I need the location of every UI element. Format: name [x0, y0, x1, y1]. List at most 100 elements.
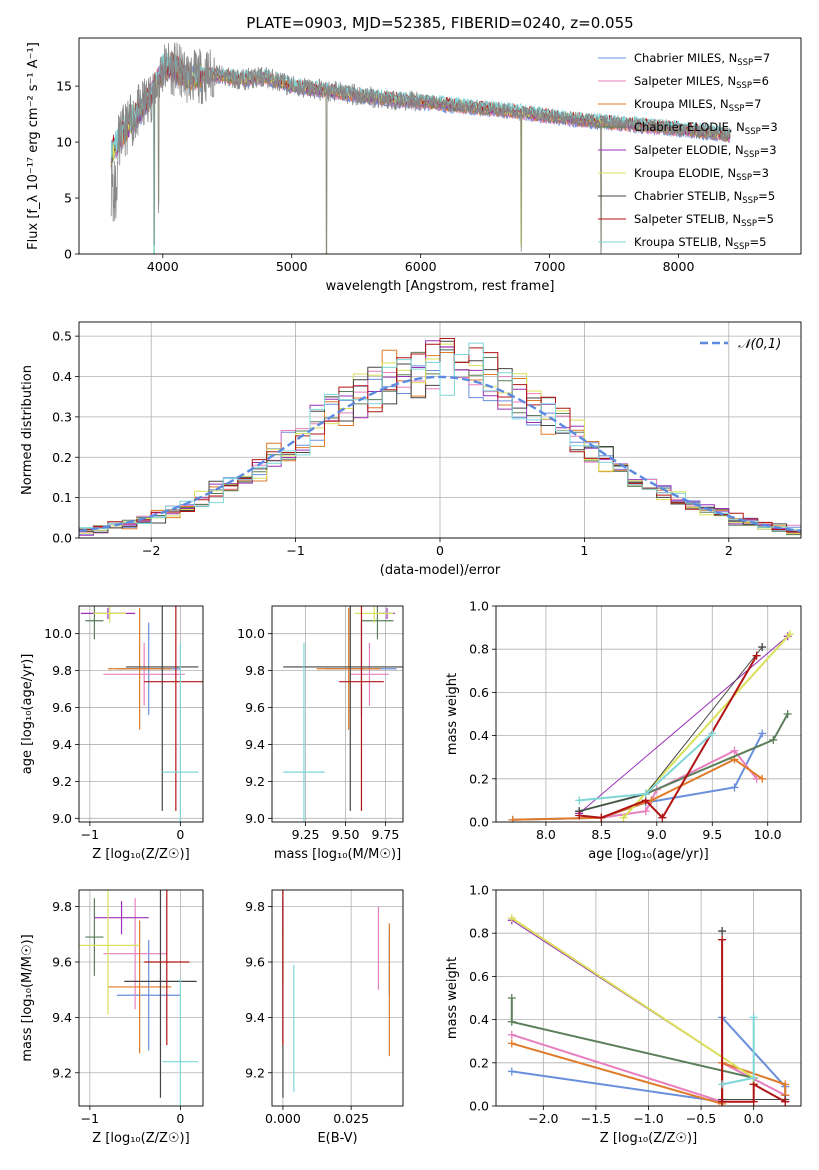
legend-nssp: 3	[770, 120, 777, 134]
legend-nssp: 5	[768, 189, 775, 203]
y-tick-label: 9.6	[52, 955, 72, 970]
legend-n-text: , N	[729, 120, 745, 134]
legend-model-name: Kroupa STELIB	[634, 235, 718, 249]
legend-eq: =	[760, 143, 770, 157]
y-tick-label: 10.0	[44, 626, 72, 641]
mass-weight-series	[579, 655, 758, 820]
axes-frame	[78, 605, 204, 823]
x-tick-label: 9.50	[332, 827, 360, 842]
y-tick-label: 0.0	[469, 815, 489, 830]
mass-weight-marker	[749, 1013, 758, 1022]
y-tick-label: 1.0	[469, 883, 489, 898]
mass-weight-marker	[507, 1039, 516, 1048]
chart-residuals: −2 −1 0 1 2 0.0 0.1 0.2 0.3 0.4 0.5 (data-model)/er…	[20, 321, 802, 578]
y-tick-label: 0.0	[52, 531, 72, 546]
mass-weight-marker	[752, 651, 761, 660]
legend-model-name: Chabrier STELIB	[634, 189, 726, 203]
x-tick-label: 0	[176, 827, 184, 842]
legend-subscript: SSP	[745, 127, 761, 137]
legend-model-name: Kroupa ELODIE	[634, 166, 720, 180]
legend-nssp: 3	[762, 166, 769, 180]
mass-weight-marker	[758, 774, 767, 783]
legend-eq: =	[753, 51, 763, 65]
x-tick-label: −0.5	[686, 1111, 716, 1126]
mass-weight-marker	[718, 935, 727, 944]
mass-weight-marker	[708, 729, 717, 738]
mass-weight-marker	[749, 1073, 758, 1082]
x-tick-label: 4000	[147, 259, 179, 274]
legend-label: Chabrier STELIB, NSSP=5	[634, 189, 775, 206]
chart-mass_weight_vs_Z: −2.0 −1.5 −1.0 −0.5 0.0 0.0 0.2 0.4 0.6 0.8 1.0 Z […	[445, 883, 802, 1146]
x-tick-label: 0.000	[265, 1111, 301, 1126]
legend-n-text: , N	[726, 189, 742, 203]
legend-model-name: Kroupa MILES	[634, 97, 713, 111]
y-axis-label: Normed distribution	[20, 365, 35, 495]
legend-subscript: SSP	[729, 104, 745, 114]
y-tick-label: 9.8	[245, 663, 265, 678]
plot-area-mass_vs_EBV	[282, 890, 390, 1098]
y-tick-label: 9.4	[52, 1010, 72, 1025]
legend-eq: =	[744, 97, 754, 111]
mass-weight-marker	[658, 813, 667, 822]
legend-subscript: SSP	[736, 173, 752, 183]
legend-eq: =	[749, 235, 759, 249]
legend-nssp: 5	[767, 212, 774, 226]
legend-subscript: SSP	[736, 81, 752, 91]
y-tick-label: 0.1	[52, 490, 72, 505]
y-tick-label: 15	[56, 79, 72, 94]
y-tick-label: 0.4	[469, 1012, 489, 1027]
legend-label: Chabrier MILES, NSSP=7	[634, 51, 770, 68]
axes-frame	[78, 889, 204, 1107]
mass-weight-marker	[785, 630, 794, 639]
legend-label: Salpeter STELIB, NSSP=5	[634, 212, 774, 229]
y-tick-label: 0.4	[469, 728, 489, 743]
mass-weight-marker	[769, 735, 778, 744]
x-tick-label: 9.25	[292, 827, 320, 842]
legend-eq: =	[758, 189, 768, 203]
x-axis-label: age [log₁₀(age/yr)]	[588, 847, 709, 862]
x-tick-label: 6000	[405, 259, 437, 274]
plot-area-spectrum	[110, 42, 731, 254]
legend-label: Chabrier ELODIE, NSSP=3	[634, 120, 778, 137]
y-tick-label: 5	[64, 191, 72, 206]
legend-eq: =	[761, 120, 771, 134]
chart-age_vs_Z: −1 0 9.0 9.2 9.4 9.6 9.8 10.0 Z [log₁₀(Z/Z☉)] age…	[20, 605, 204, 862]
y-tick-label: 9.4	[245, 737, 265, 752]
y-tick-label: 9.6	[52, 700, 72, 715]
y-tick-label: 9.6	[245, 700, 265, 715]
chart-age_vs_mass: 9.25 9.50 9.75 9.0 9.2 9.4 9.6 9.8 10.0 mass [log…	[237, 605, 404, 862]
y-tick-label: 9.2	[245, 774, 265, 789]
legend-model-name: Chabrier ELODIE	[634, 120, 729, 134]
legend-subscript: SSP	[734, 242, 750, 252]
legend-subscript: SSP	[737, 58, 753, 68]
y-tick-label: 9.8	[52, 663, 72, 678]
mass-weight-marker	[507, 914, 516, 923]
y-tick-label: 9.6	[245, 955, 265, 970]
x-tick-label: 7000	[534, 259, 566, 274]
y-tick-label: 10.0	[237, 626, 265, 641]
x-tick-label: 8000	[663, 259, 695, 274]
x-tick-label: 5000	[276, 259, 308, 274]
legend-nssp: 3	[769, 143, 776, 157]
mass-weight-marker	[575, 796, 584, 805]
legend-nssp: 5	[759, 235, 766, 249]
legend-subscript: SSP	[742, 196, 758, 206]
legend-label: Salpeter MILES, NSSP=6	[634, 74, 769, 91]
x-tick-label: 9.5	[702, 827, 722, 842]
legend-eq: =	[757, 212, 767, 226]
y-tick-label: 9.8	[52, 899, 72, 914]
axes-frame	[271, 889, 404, 1107]
x-tick-label: 9.75	[372, 827, 400, 842]
mass-weight-marker	[641, 789, 650, 798]
legend-nssp: 6	[762, 74, 769, 88]
plot-area-age_vs_Z	[80, 606, 203, 822]
mass-weight-marker	[781, 1080, 790, 1089]
legend-n-text: , N	[718, 235, 734, 249]
y-tick-label: 0.2	[469, 771, 489, 786]
mass-weight-marker	[718, 1080, 727, 1089]
y-tick-label: 0.4	[52, 369, 72, 384]
legend-n-text: , N	[713, 97, 729, 111]
mass-weight-marker	[597, 813, 606, 822]
y-tick-label: 9.8	[245, 899, 265, 914]
x-axis-label: E(B-V)	[317, 1131, 357, 1146]
